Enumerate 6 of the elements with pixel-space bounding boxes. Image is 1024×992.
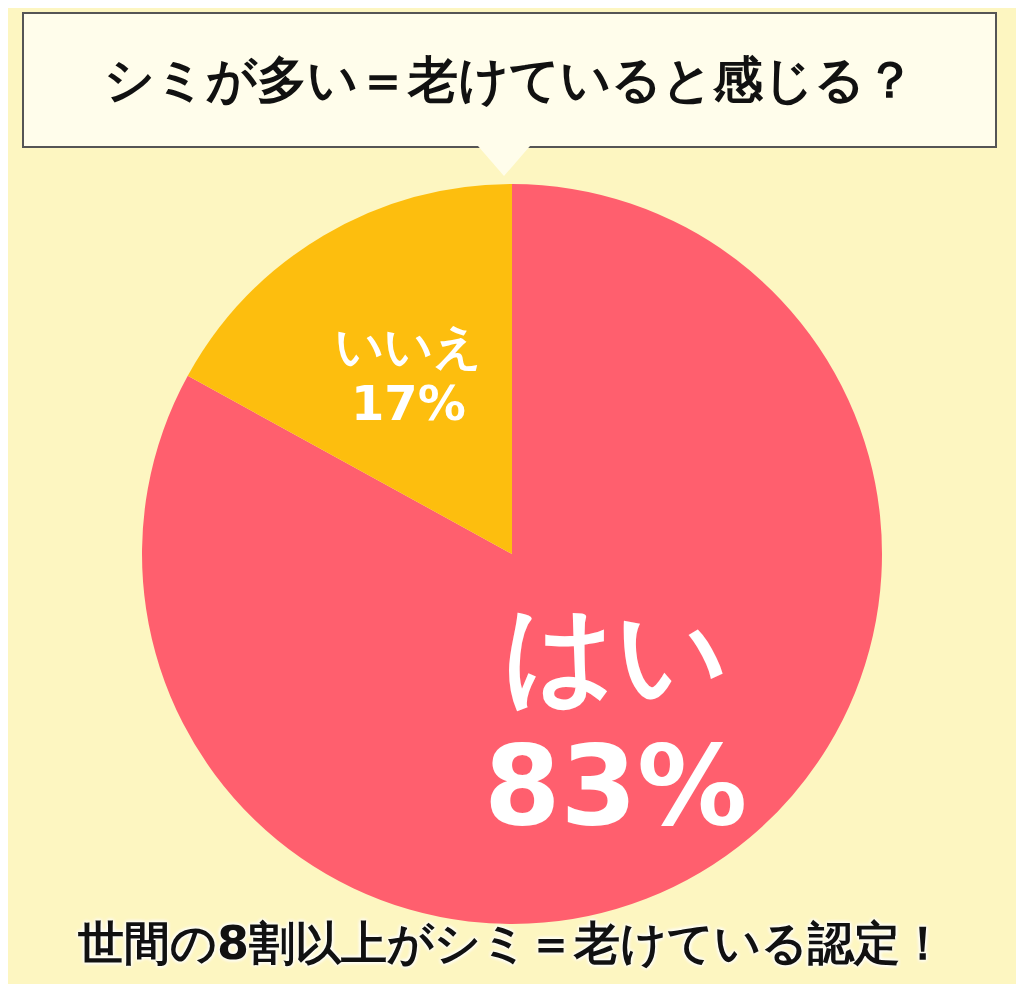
slice-label: はい: [502, 589, 729, 718]
data-label: 17%: [350, 375, 466, 432]
slice-label: いいえ: [334, 317, 482, 374]
chart-title: シミが多い＝老けていると感じる？: [22, 12, 997, 148]
text: 世間の8割以上がシミ＝老けている認定！: [77, 915, 947, 972]
data-label: 83%: [483, 721, 748, 850]
